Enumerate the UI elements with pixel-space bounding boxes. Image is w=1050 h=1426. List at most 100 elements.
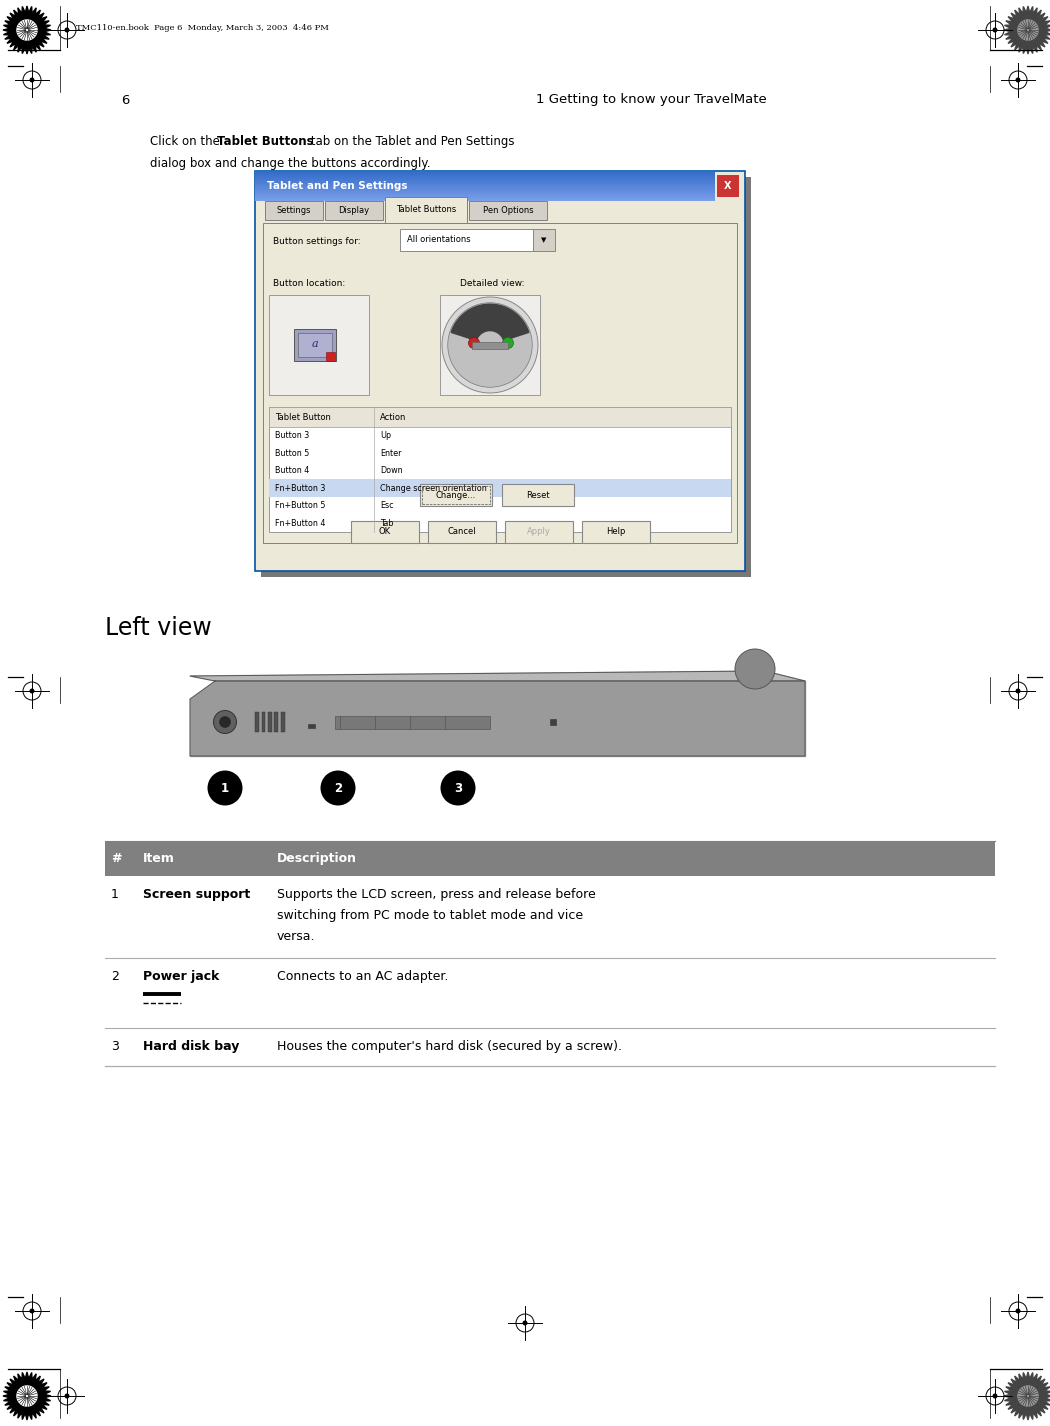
Text: Button location:: Button location: [273, 278, 345, 288]
Text: Supports the LCD screen, press and release before: Supports the LCD screen, press and relea… [277, 888, 595, 901]
Text: X: X [724, 181, 732, 191]
Text: Change...: Change... [436, 491, 476, 499]
Circle shape [30, 1309, 34, 1313]
Polygon shape [1004, 6, 1050, 54]
Text: Settings: Settings [277, 205, 311, 215]
Text: Power jack: Power jack [143, 970, 219, 983]
Text: 1: 1 [220, 781, 229, 794]
Text: TMC110-en.book  Page 6  Monday, March 3, 2003  4:46 PM: TMC110-en.book Page 6 Monday, March 3, 2… [76, 24, 329, 31]
Text: Tablet Buttons: Tablet Buttons [396, 205, 456, 214]
Bar [400, 230, 555, 251]
Text: All orientations: All orientations [407, 235, 470, 244]
Circle shape [320, 770, 356, 806]
Bar [308, 724, 315, 727]
Text: Help: Help [606, 528, 625, 536]
Text: Hard disk bay: Hard disk bay [143, 1040, 239, 1052]
Polygon shape [1004, 1372, 1050, 1420]
Text: Apply: Apply [526, 528, 550, 536]
Text: Item: Item [143, 851, 175, 866]
Bar [269, 406, 731, 426]
Bar [265, 201, 323, 220]
Circle shape [30, 78, 34, 81]
Text: Fn+Button 4: Fn+Button 4 [275, 519, 326, 528]
Bar [298, 334, 332, 356]
Bar [105, 1028, 995, 1067]
Circle shape [442, 297, 538, 394]
Text: ▼: ▼ [542, 237, 547, 242]
Text: 2: 2 [111, 970, 119, 983]
Text: 2: 2 [334, 781, 342, 794]
Bar [274, 712, 278, 732]
Circle shape [208, 770, 243, 806]
Bar [385, 197, 467, 222]
Bar [472, 341, 508, 348]
Bar [326, 352, 335, 361]
Bar [281, 712, 285, 732]
Bar [269, 295, 369, 395]
Text: Reset: Reset [526, 491, 550, 499]
Bar [504, 520, 572, 543]
Polygon shape [190, 682, 805, 756]
Bar [427, 520, 496, 543]
Bar [261, 712, 266, 732]
Text: 3: 3 [111, 1040, 119, 1052]
Bar [262, 222, 737, 543]
Polygon shape [1018, 1386, 1038, 1406]
Bar [269, 406, 731, 532]
Text: Tablet and Pen Settings: Tablet and Pen Settings [267, 181, 407, 191]
Text: Down: Down [380, 466, 402, 475]
Text: #: # [111, 851, 122, 866]
Circle shape [447, 302, 532, 388]
Circle shape [65, 29, 69, 31]
Circle shape [213, 710, 236, 733]
Text: Button 4: Button 4 [275, 466, 310, 475]
Polygon shape [452, 304, 529, 341]
Text: Click on the: Click on the [150, 135, 224, 148]
Bar [105, 876, 995, 958]
Text: Detailed view:: Detailed view: [460, 278, 525, 288]
Text: Button 3: Button 3 [275, 431, 310, 441]
Text: tab on the Tablet and Pen Settings: tab on the Tablet and Pen Settings [307, 135, 514, 148]
Polygon shape [17, 20, 37, 40]
Bar [269, 479, 731, 498]
Text: Display: Display [338, 205, 370, 215]
Bar [105, 841, 995, 876]
Bar [533, 230, 555, 251]
Polygon shape [1018, 20, 1038, 40]
Bar [422, 486, 490, 503]
Circle shape [993, 29, 996, 31]
Text: Change screen orientation: Change screen orientation [380, 483, 487, 493]
Text: Enter: Enter [380, 449, 401, 458]
Text: Button 5: Button 5 [275, 449, 310, 458]
Circle shape [503, 338, 513, 348]
Circle shape [993, 1395, 996, 1397]
Text: Pen Options: Pen Options [483, 205, 533, 215]
Bar [469, 201, 547, 220]
Circle shape [1016, 78, 1020, 81]
Bar [326, 201, 383, 220]
Bar [105, 958, 995, 1028]
Circle shape [441, 770, 476, 806]
Bar [335, 716, 490, 729]
Circle shape [1016, 689, 1020, 693]
Text: Fn+Button 3: Fn+Button 3 [275, 483, 326, 493]
Text: 1: 1 [111, 888, 119, 901]
Text: Esc: Esc [380, 502, 394, 511]
Bar [550, 719, 556, 724]
Text: Left view: Left view [105, 616, 212, 640]
Text: Screen support: Screen support [143, 888, 250, 901]
Text: versa.: versa. [277, 930, 315, 943]
Text: switching from PC mode to tablet mode and vice: switching from PC mode to tablet mode an… [277, 908, 583, 923]
Text: a: a [312, 339, 318, 349]
Text: dialog box and change the buttons accordingly.: dialog box and change the buttons accord… [150, 157, 430, 170]
Circle shape [523, 1322, 527, 1325]
Bar [440, 295, 540, 395]
Text: Tablet Buttons: Tablet Buttons [217, 135, 314, 148]
Text: Tab: Tab [380, 519, 394, 528]
Bar [717, 175, 739, 197]
Polygon shape [190, 672, 805, 682]
Text: Tablet Button: Tablet Button [275, 412, 331, 422]
Bar [268, 712, 272, 732]
Text: OK: OK [378, 528, 391, 536]
Text: Action: Action [380, 412, 406, 422]
